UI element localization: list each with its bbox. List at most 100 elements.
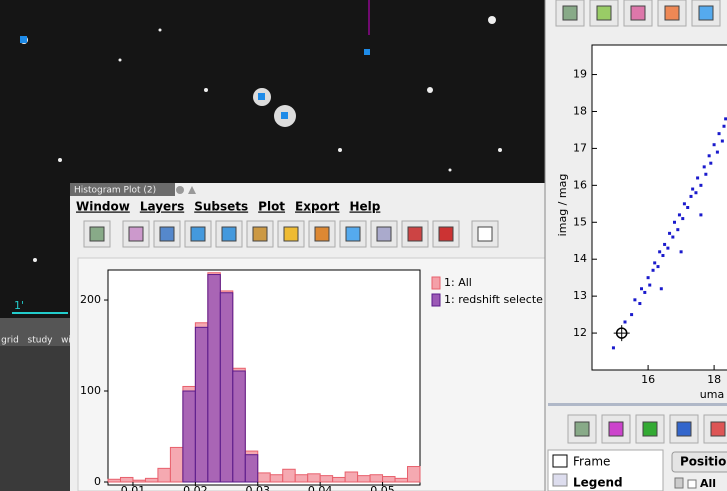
tool-icon [253, 227, 267, 241]
tool-icon [377, 227, 391, 241]
tool-icon [129, 227, 143, 241]
point [716, 151, 719, 154]
point [658, 250, 661, 253]
y-tick-label: 200 [80, 293, 101, 306]
point [647, 276, 650, 279]
tool-icon [597, 6, 611, 20]
x-tick-label: 0.04 [308, 484, 333, 491]
tool-icon [439, 227, 453, 241]
bar [358, 476, 370, 482]
legend-swatch [432, 277, 440, 289]
point [721, 140, 724, 143]
point [718, 132, 721, 135]
x-tick-label: 0.02 [183, 484, 208, 491]
x-tick-label: 0.05 [370, 484, 395, 491]
point [633, 298, 636, 301]
menu-item[interactable]: Subsets [194, 200, 248, 214]
menu-item[interactable]: Export [295, 200, 340, 214]
bar [395, 478, 407, 482]
sky-panel [0, 346, 70, 491]
bar [370, 475, 382, 482]
x-tick-label: 18 [707, 373, 721, 386]
point [643, 291, 646, 294]
y-tick-label: 14 [573, 252, 587, 265]
point [657, 265, 660, 268]
bar [108, 479, 120, 482]
panel-legend[interactable]: Legend [573, 476, 623, 490]
menu-item[interactable]: Window [76, 200, 130, 214]
y-tick-label: 100 [80, 384, 101, 397]
bar [258, 473, 270, 482]
bar [158, 468, 170, 482]
subset-all[interactable]: All [700, 477, 716, 490]
bar [133, 480, 145, 482]
point [676, 228, 679, 231]
point [704, 173, 707, 176]
bar [295, 475, 307, 482]
point [653, 261, 656, 264]
bar [320, 476, 332, 482]
bar [408, 467, 420, 482]
point [696, 176, 699, 179]
bar [233, 371, 245, 482]
tool-grid[interactable]: grid [1, 336, 19, 346]
menu-item[interactable]: Layers [140, 200, 184, 214]
tool-icon [575, 422, 589, 436]
tool-icon [609, 422, 623, 436]
x-tick-label: 0.01 [121, 484, 146, 491]
panel-frame[interactable]: Frame [573, 455, 610, 469]
window-title: Histogram Plot (2) [74, 186, 156, 196]
bar [245, 455, 257, 482]
point [652, 269, 655, 272]
tool-icon [408, 227, 422, 241]
point [678, 213, 681, 216]
bar [220, 293, 232, 482]
y-tick-label: 17 [573, 141, 587, 154]
point [680, 250, 683, 253]
tool-icon [478, 227, 492, 241]
point [638, 302, 641, 305]
tool-icon [699, 6, 713, 20]
desktop: 1' grid study wi Histogram Plot (2) Wind… [0, 0, 727, 491]
bar [383, 477, 395, 482]
tool-icon [677, 422, 691, 436]
tool-wi[interactable]: wi [61, 336, 71, 346]
point [624, 320, 627, 323]
point [694, 191, 697, 194]
point [681, 217, 684, 220]
point [699, 184, 702, 187]
point [683, 202, 686, 205]
menu-item[interactable]: Help [349, 200, 380, 214]
point [648, 284, 651, 287]
point [663, 243, 666, 246]
tool-icon [191, 227, 205, 241]
point [630, 313, 633, 316]
tool-icon [643, 422, 657, 436]
y-tick-label: 0 [94, 475, 101, 488]
bar [208, 275, 220, 482]
y-tick-label: 18 [573, 104, 587, 117]
tab-position[interactable]: Positio [680, 455, 726, 469]
legend-swatch [432, 294, 440, 306]
bar [183, 391, 195, 482]
tool-icon [315, 227, 329, 241]
point [661, 254, 664, 257]
y-tick-label: 12 [573, 326, 587, 339]
menu-item[interactable]: Plot [258, 200, 285, 214]
tool-icon [284, 227, 298, 241]
tool-icon [90, 227, 104, 241]
tool-icon [222, 227, 236, 241]
y-axis-label: imag / mag [556, 174, 569, 237]
y-tick-label: 16 [573, 178, 587, 191]
point [699, 213, 702, 216]
tool-icon [346, 227, 360, 241]
tool-icon [665, 6, 679, 20]
point [686, 206, 689, 209]
point [640, 287, 643, 290]
point [723, 125, 726, 128]
x-axis-label: uma [700, 388, 724, 401]
bar [333, 477, 345, 482]
tool-icon [563, 6, 577, 20]
tool-study[interactable]: study [28, 336, 54, 346]
y-tick-label: 13 [573, 289, 587, 302]
